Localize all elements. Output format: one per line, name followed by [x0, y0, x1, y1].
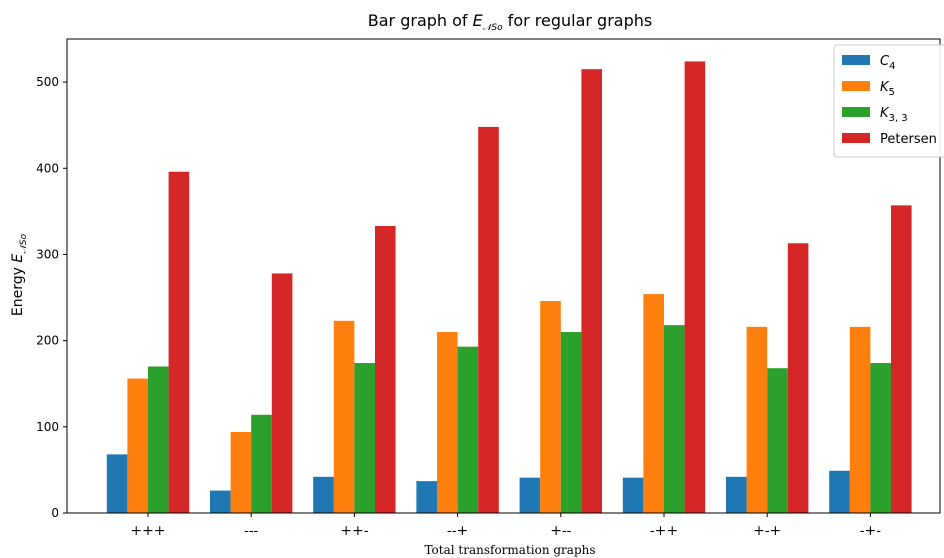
title-symbol: E [473, 11, 484, 30]
bar-3-7 [767, 368, 788, 513]
bar-4-8 [891, 205, 912, 513]
bar-1-7 [726, 476, 747, 513]
title-symbol-sub: 𝒩So [483, 23, 503, 33]
legend-label: C4 [880, 54, 895, 72]
y-tick-label: 300 [36, 247, 59, 261]
legend-box [833, 44, 944, 158]
x-tick-label: --+ [447, 523, 468, 539]
chart-title: Bar graph of E𝒩So for regular graphs [368, 11, 652, 33]
y-tick-label: 200 [36, 334, 59, 348]
bar-4-5 [581, 69, 602, 513]
bar-4-4 [478, 126, 499, 513]
bar-1-1 [106, 454, 128, 513]
bar-3-8 [870, 363, 891, 513]
bar-1-4 [416, 481, 437, 513]
title-suffix: for regular graphs [503, 11, 653, 30]
ylabel-prefix: Energy [10, 263, 26, 316]
bar-4-2 [271, 273, 293, 513]
bar-1-8 [829, 470, 850, 513]
bar-4-6 [684, 61, 706, 513]
plot-frame [66, 38, 941, 514]
bar-3-6 [664, 325, 685, 513]
bar-2-5 [540, 300, 561, 513]
bar-1-2 [210, 490, 231, 513]
ylabel-symbol: E [10, 254, 26, 263]
legend-swatch [842, 81, 870, 91]
bar-2-8 [849, 326, 871, 513]
bar-2-4 [437, 332, 458, 513]
bar-2-2 [230, 431, 252, 513]
y-tick-label: 0 [51, 506, 59, 520]
bar-3-5 [560, 332, 582, 513]
y-tick-label: 400 [36, 161, 59, 175]
x-tick-label: -+- [860, 523, 881, 539]
y-axis-label: Energy E𝒩So [10, 233, 29, 316]
x-axis-label: Total transformation graphs [424, 543, 595, 557]
legend-swatch [842, 133, 870, 143]
legend-swatch [842, 55, 870, 65]
x-tick-label: --- [244, 523, 258, 539]
bar-3-3 [354, 363, 375, 513]
legend-label: Petersen [880, 132, 937, 147]
bar-1-3 [313, 476, 334, 513]
bar-1-6 [622, 477, 644, 513]
bar-4-7 [787, 243, 809, 513]
y-tick-label: 500 [36, 75, 59, 89]
x-tick-label: +-+ [753, 523, 781, 539]
legend-label: K5 [880, 80, 895, 98]
x-tick-label: -++ [650, 523, 678, 539]
bar-1-5 [519, 477, 541, 513]
y-tick-label: 100 [36, 420, 59, 434]
bar-4-1 [168, 171, 190, 513]
bar-2-7 [746, 326, 768, 513]
x-tick-label: ++- [340, 523, 368, 539]
x-tick-label: +++ [130, 523, 165, 539]
bar-3-1 [148, 366, 169, 513]
bar-2-6 [643, 294, 664, 513]
bar-2-1 [127, 378, 148, 513]
bar-3-2 [251, 414, 272, 513]
ylabel-symbol-sub: 𝒩So [19, 233, 29, 253]
bar-2-3 [333, 320, 355, 513]
legend-swatch [842, 107, 870, 117]
x-tick-label: +-- [550, 523, 571, 539]
title-prefix: Bar graph of [368, 11, 473, 30]
legend-label: K3, 3 [880, 106, 908, 124]
bar-4-3 [375, 226, 396, 513]
bar-3-4 [457, 346, 479, 513]
